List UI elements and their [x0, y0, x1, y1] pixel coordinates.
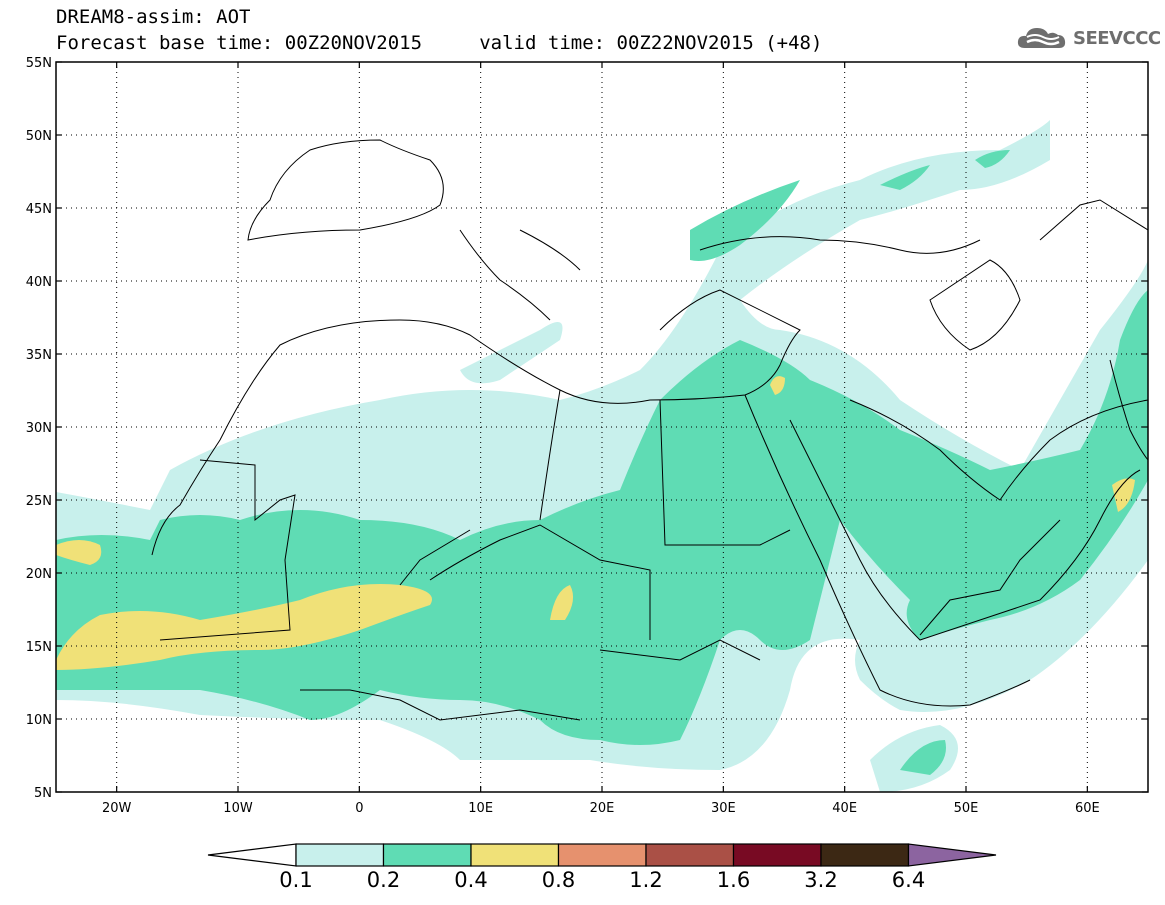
colorbar-bin	[645, 843, 735, 867]
colorbar-label: 0.8	[542, 868, 575, 892]
lon-tick-label: 10E	[468, 801, 493, 816]
lon-tick-label: 60E	[1075, 801, 1100, 816]
colorbar-label: 6.4	[892, 868, 925, 892]
colorbar-bin	[295, 843, 385, 867]
colorbar-bin	[382, 843, 472, 867]
lat-tick-label: 45N	[26, 202, 52, 217]
logo-text: SEEVCCC	[1073, 27, 1161, 49]
colorbar-bin	[820, 843, 910, 867]
map-subtitle: Forecast base time: 00Z20NOV2015 valid t…	[56, 32, 823, 54]
colorbar-bin	[470, 843, 560, 867]
lon-tick-label: 10W	[223, 801, 253, 816]
lon-tick-label: 20W	[102, 801, 132, 816]
colorbar-under-arrow	[207, 843, 297, 867]
lat-tick-label: 5N	[34, 786, 52, 801]
colorbar-bin	[732, 843, 822, 867]
colorbar-label: 0.2	[367, 868, 400, 892]
cloud-icon	[1017, 28, 1066, 48]
map-title: DREAM8-assim: AOT	[56, 6, 251, 28]
colorbar-label: 0.1	[279, 868, 312, 892]
coastlines	[151, 139, 1148, 721]
lon-tick-label: 20E	[590, 801, 615, 816]
colorbar-label: 3.2	[804, 868, 837, 892]
lat-tick-label: 20N	[26, 567, 52, 582]
aot-contour-high	[56, 376, 1135, 670]
lat-tick-label: 10N	[26, 713, 52, 728]
seevccc-logo: SEEVCCC	[1015, 24, 1161, 52]
graticule	[56, 62, 1148, 792]
colorbar-label: 1.2	[629, 868, 662, 892]
lat-tick-label: 30N	[26, 421, 52, 436]
lat-tick-label: 55N	[26, 56, 52, 71]
colorbar-over-arrow	[907, 843, 997, 867]
lat-tick-label: 15N	[26, 640, 52, 655]
lon-tick-label: 0	[355, 801, 363, 816]
colorbar-label: 1.6	[717, 868, 750, 892]
axis-ticks: 20W 10W 0 10E 20E 30E 40E 50E 60E 55N 50N 45N 40N 35N…	[26, 56, 1148, 816]
lat-tick-label: 50N	[26, 129, 52, 144]
lat-tick-label: 25N	[26, 494, 52, 509]
colorbar-bin	[557, 843, 647, 867]
lat-tick-label: 40N	[26, 275, 52, 290]
lon-tick-label: 30E	[711, 801, 736, 816]
lon-tick-label: 40E	[832, 801, 857, 816]
lon-tick-label: 50E	[954, 801, 979, 816]
lat-tick-label: 35N	[26, 348, 52, 363]
colorbar-label: 0.4	[454, 868, 487, 892]
colorbar: 0.1 0.2 0.4 0.8 1.2 1.6 3.2 6.4	[207, 843, 997, 892]
